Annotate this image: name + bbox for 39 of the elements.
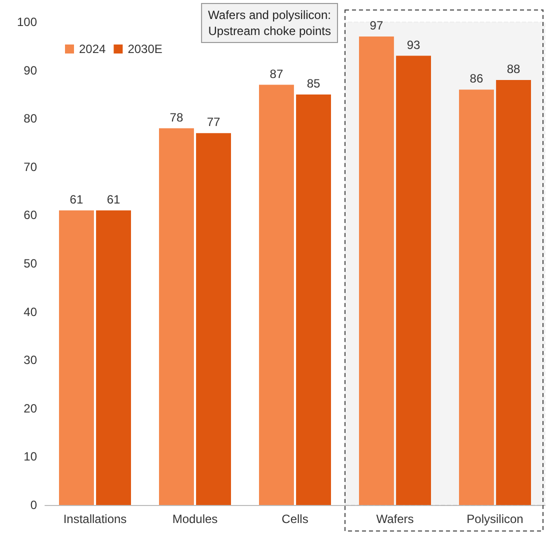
bar bbox=[459, 90, 494, 505]
y-tick-label: 0 bbox=[30, 498, 38, 512]
data-label: 61 bbox=[70, 192, 84, 206]
bar bbox=[259, 84, 294, 505]
data-label: 86 bbox=[470, 72, 484, 86]
bar bbox=[359, 36, 394, 505]
x-tick-label: Polysilicon bbox=[466, 512, 524, 526]
y-tick-label: 100 bbox=[16, 15, 38, 29]
y-tick-label: 40 bbox=[24, 304, 38, 319]
bar bbox=[496, 80, 531, 505]
data-label: 93 bbox=[406, 38, 421, 52]
y-tick-label: 60 bbox=[24, 208, 38, 222]
data-label: 78 bbox=[170, 110, 184, 124]
y-tick-label: 70 bbox=[24, 160, 38, 174]
band-label: Wafers and polysilicon: Upstream choke points bbox=[208, 8, 331, 38]
data-label: 87 bbox=[270, 66, 284, 81]
y-tick-label: 10 bbox=[24, 450, 38, 464]
y-tick-label: 90 bbox=[24, 63, 38, 78]
bar bbox=[196, 133, 231, 505]
bar bbox=[296, 94, 331, 505]
bar bbox=[59, 210, 94, 505]
bar bbox=[396, 56, 431, 505]
y-tick-label: 20 bbox=[24, 401, 38, 416]
x-tick-label: Wafers bbox=[376, 512, 414, 526]
bar bbox=[96, 210, 131, 505]
data-label: 97 bbox=[370, 18, 384, 32]
y-tick-label: 50 bbox=[24, 256, 38, 270]
data-label: 77 bbox=[206, 115, 221, 130]
x-tick-label: Cells bbox=[282, 512, 308, 526]
x-tick-label: Installations bbox=[63, 512, 127, 526]
legend-label: 2030E bbox=[128, 42, 162, 56]
data-label: 88 bbox=[506, 62, 521, 76]
y-tick-label: 80 bbox=[24, 112, 38, 126]
legend-label: 2024 bbox=[79, 42, 106, 56]
data-label: 85 bbox=[306, 76, 321, 90]
data-label: 61 bbox=[106, 192, 121, 206]
y-tick-label: 30 bbox=[24, 353, 38, 368]
bar bbox=[159, 128, 194, 505]
x-tick-label: Modules bbox=[172, 512, 218, 526]
